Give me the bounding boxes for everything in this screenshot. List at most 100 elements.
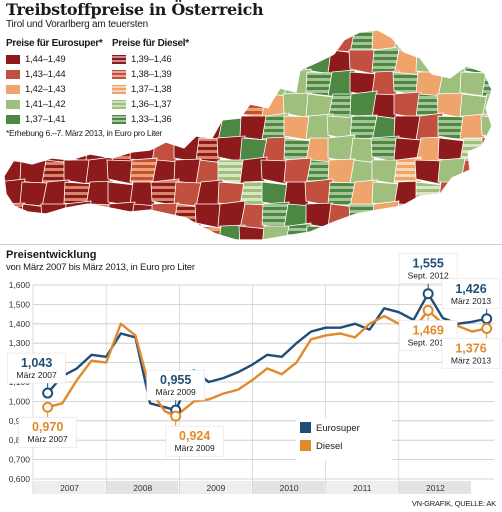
legend-note: *Erhebung 6.–7. März 2013, in Euro pro L… bbox=[6, 128, 162, 138]
legend-swatch bbox=[6, 115, 20, 124]
legend-swatch bbox=[112, 55, 126, 64]
map-district bbox=[437, 115, 466, 141]
legend-swatch bbox=[6, 85, 20, 94]
legend-super-item: 1,42–1,43 bbox=[6, 82, 103, 97]
section-divider bbox=[0, 244, 502, 245]
legend-label: 1,38–1,39 bbox=[131, 69, 172, 80]
map-district bbox=[217, 224, 246, 240]
annotation-date: März 2007 bbox=[17, 370, 57, 380]
chart-legend-bg bbox=[296, 418, 392, 460]
legend-swatch bbox=[6, 70, 20, 79]
x-tick-label: 2007 bbox=[60, 483, 79, 493]
year-band bbox=[106, 481, 179, 494]
data-point-marker bbox=[42, 387, 54, 399]
map-district bbox=[106, 159, 136, 185]
annotation-value: 1,426 bbox=[455, 282, 486, 296]
annotation-box bbox=[7, 352, 66, 384]
x-tick-label: 2009 bbox=[206, 483, 225, 493]
data-point-marker bbox=[481, 322, 493, 334]
annotation-date: März 2009 bbox=[156, 387, 196, 397]
y-tick-label: 1,400 bbox=[9, 319, 31, 329]
x-tick-label: 2008 bbox=[133, 483, 152, 493]
year-band bbox=[179, 481, 252, 494]
legend-swatch bbox=[112, 100, 126, 109]
legend-label: 1,37–1,38 bbox=[131, 84, 172, 95]
data-point-marker bbox=[481, 313, 493, 325]
annotation-date: März 2013 bbox=[451, 355, 491, 365]
legend-swatch bbox=[6, 100, 20, 109]
data-point-marker bbox=[170, 410, 182, 422]
annotation-value: 1,469 bbox=[413, 323, 444, 337]
map-district bbox=[414, 159, 444, 185]
y-tick-label: 1,000 bbox=[9, 396, 31, 406]
legend-label: 1,33–1,36 bbox=[131, 114, 172, 125]
legend-super-item: 1,43–1,44 bbox=[6, 67, 103, 82]
chart-legend-label: Eurosuper bbox=[316, 423, 360, 434]
annotation-date: März 2007 bbox=[28, 434, 68, 444]
source-credit: VN-GRAFIK, QUELLE: AK bbox=[411, 499, 496, 508]
annotation-date: Sept. 2012 bbox=[408, 337, 449, 347]
legend-label: 1,42–1,43 bbox=[25, 84, 66, 95]
data-point-marker bbox=[422, 304, 434, 316]
map-district bbox=[238, 225, 268, 240]
annotation-value: 1,555 bbox=[413, 257, 444, 271]
legend-diesel-item: 1,33–1,36 bbox=[112, 112, 189, 127]
legend-eurosuper-title: Preise für Eurosuper* bbox=[6, 38, 103, 49]
annotation-box bbox=[441, 338, 501, 369]
annotation-box bbox=[441, 278, 501, 310]
legend-diesel-item: 1,38–1,39 bbox=[112, 67, 189, 82]
page-subtitle: Tirol und Vorarlberg am teuersten bbox=[6, 19, 148, 30]
legend-label: 1,43–1,44 bbox=[25, 69, 66, 80]
year-band bbox=[252, 481, 325, 494]
year-band bbox=[398, 481, 472, 494]
y-tick-label: 1,300 bbox=[9, 338, 31, 348]
annotation-value: 1,376 bbox=[455, 341, 486, 355]
annotation-value: 0,924 bbox=[179, 429, 210, 443]
legend-diesel: Preise für Diesel* 1,39–1,46 1,38–1,39 1,3… bbox=[112, 38, 189, 127]
annotation-box bbox=[146, 369, 205, 401]
legend-diesel-item: 1,37–1,38 bbox=[112, 82, 189, 97]
page-title: Treibstoffpreise in Österreich bbox=[6, 0, 264, 19]
austria-map bbox=[3, 29, 493, 241]
legend-eurosuper: Preise für Eurosuper* 1,44–1,49 1,43–1,44… bbox=[6, 38, 103, 127]
year-band bbox=[325, 481, 398, 494]
legend-super-item: 1,37–1,41 bbox=[6, 112, 103, 127]
map-district bbox=[283, 115, 312, 141]
legend-diesel-title: Preise für Diesel* bbox=[112, 38, 189, 49]
map-district bbox=[260, 159, 290, 185]
annotation-date: Sept. 2012 bbox=[408, 271, 449, 281]
legend-swatch bbox=[6, 55, 20, 64]
annotation-date: März 2009 bbox=[175, 443, 215, 453]
legend-label: 1,37–1,41 bbox=[25, 114, 66, 125]
data-point-marker bbox=[42, 401, 54, 413]
series-line-eurosuper bbox=[46, 292, 487, 412]
annotation-box bbox=[18, 416, 77, 448]
y-tick-label: 1,500 bbox=[9, 299, 31, 309]
legend-label: 1,39–1,46 bbox=[131, 54, 172, 65]
x-tick-label: 2010 bbox=[280, 483, 299, 493]
legend-diesel-item: 1,36–1,37 bbox=[112, 97, 189, 112]
annotation-date: März 2013 bbox=[451, 296, 491, 306]
legend-swatch bbox=[112, 115, 126, 124]
y-tick-label: 0,700 bbox=[9, 455, 31, 465]
chart-subtitle: von März 2007 bis März 2013, in Euro pro… bbox=[6, 262, 195, 273]
x-tick-label: 2011 bbox=[353, 483, 372, 493]
legend-swatch bbox=[112, 85, 126, 94]
x-tick-label: 2012 bbox=[426, 483, 445, 493]
chart-legend-swatch bbox=[300, 422, 311, 433]
legend-label: 1,41–1,42 bbox=[25, 99, 66, 110]
legend-label: 1,36–1,37 bbox=[131, 99, 172, 110]
chart-legend: Eurosuper Diesel bbox=[296, 418, 392, 460]
annotation-value: 1,043 bbox=[21, 356, 52, 370]
year-band bbox=[33, 481, 106, 494]
chart-legend-swatch bbox=[300, 440, 311, 451]
annotation-box bbox=[165, 425, 224, 457]
y-tick-label: 0,600 bbox=[9, 474, 31, 484]
legend-label: 1,44–1,49 bbox=[25, 54, 66, 65]
annotation-value: 0,970 bbox=[32, 420, 63, 434]
annotation-value: 0,955 bbox=[160, 373, 191, 387]
legend-diesel-item: 1,39–1,46 bbox=[112, 52, 189, 67]
y-tick-label: 1,600 bbox=[9, 280, 31, 290]
chart-legend-label: Diesel bbox=[316, 441, 342, 452]
